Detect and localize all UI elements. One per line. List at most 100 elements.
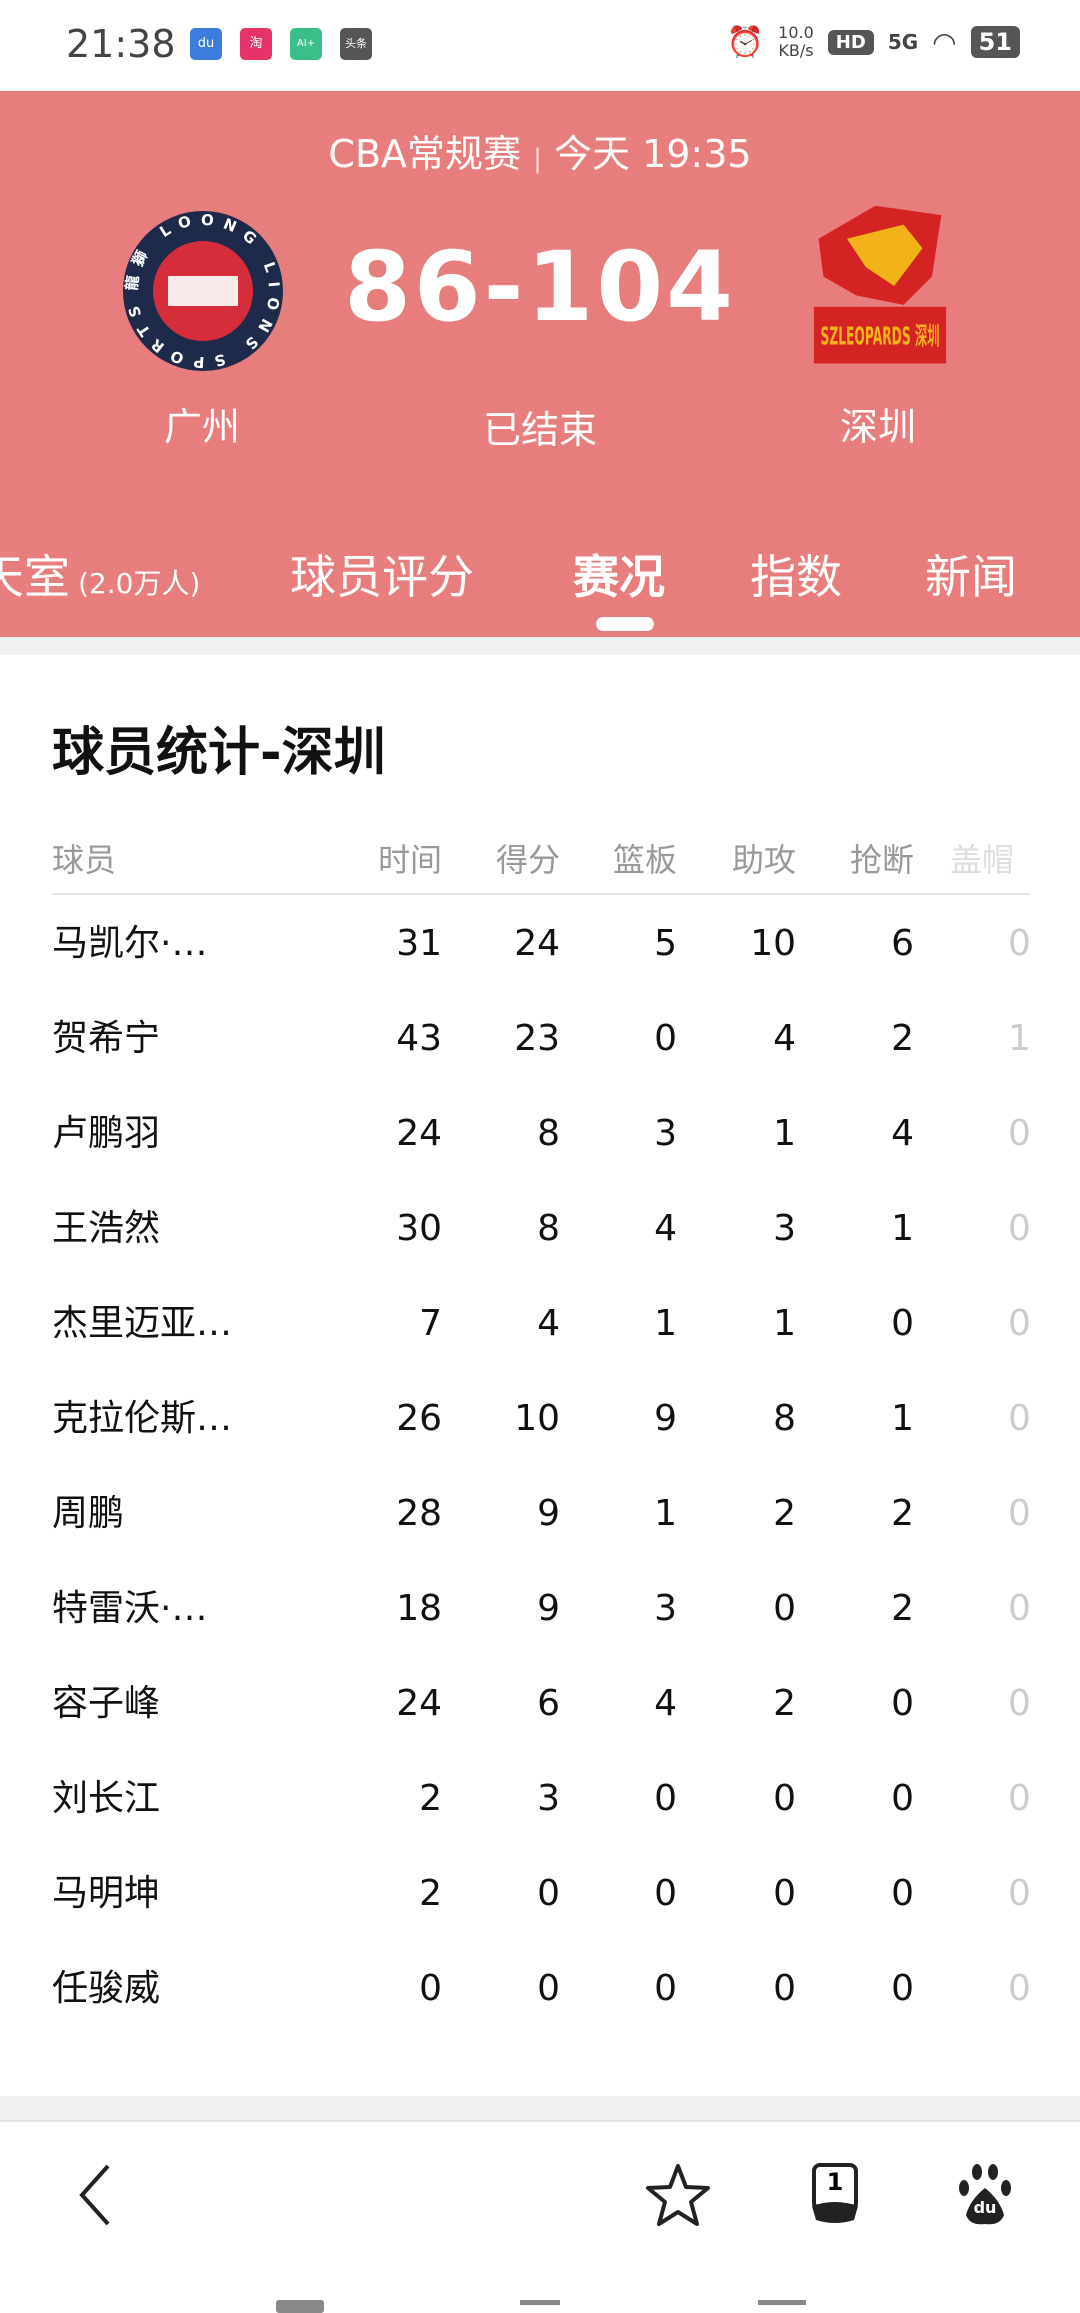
chatroom-count: (2.0万人) [78, 567, 201, 600]
stat-reb: 4 [654, 1683, 677, 1724]
stat-blk: 0 [1008, 1778, 1030, 1819]
stat-min: 31 [396, 923, 442, 964]
stat-reb: 3 [654, 1113, 677, 1154]
stat-min: 28 [396, 1493, 442, 1534]
player-name: 任骏威 [52, 1968, 161, 2009]
table-row[interactable]: 容子峰 24 6 4 2 0 0 [52, 1669, 1030, 1764]
tab-match-stats[interactable]: 赛况 [573, 550, 665, 604]
stat-stl: 0 [891, 1873, 914, 1914]
stat-min: 43 [396, 1018, 442, 1059]
away-team-name[interactable]: 深圳 [839, 405, 916, 449]
stat-reb: 0 [654, 1018, 677, 1059]
clock: 21:38 [66, 22, 176, 66]
away-logo-text: SZLEOPARDS 深圳 [821, 322, 940, 351]
stat-blk: 0 [1008, 1493, 1030, 1534]
stat-blk: 0 [1008, 1873, 1030, 1914]
stat-ast: 0 [773, 1873, 796, 1914]
recents-button[interactable] [276, 2300, 324, 2313]
stat-min: 26 [396, 1398, 442, 1439]
stat-reb: 5 [654, 923, 677, 964]
baidu-button[interactable]: du [950, 2160, 1020, 2230]
stat-stl: 4 [891, 1113, 914, 1154]
stat-stl: 2 [891, 1018, 914, 1059]
stat-stl: 2 [891, 1493, 914, 1534]
wifi-icon: ◠ [932, 25, 957, 59]
stat-reb: 4 [654, 1208, 677, 1249]
stat-stl: 2 [891, 1588, 914, 1629]
player-name: 周鹏 [52, 1493, 125, 1534]
col-header[interactable]: 时间 [377, 841, 442, 879]
stat-reb: 0 [654, 1968, 677, 2009]
table-row[interactable]: 特雷沃·… 18 9 3 0 2 0 [52, 1574, 1030, 1669]
stat-reb: 0 [654, 1873, 677, 1914]
stat-stl: 0 [891, 1303, 914, 1344]
stat-pts: 0 [537, 1873, 560, 1914]
stat-ast: 8 [773, 1398, 796, 1439]
league-name: CBA常规赛 [328, 132, 522, 176]
table-row[interactable]: 任骏威 0 0 0 0 0 0 [52, 1954, 1030, 2049]
table-row[interactable]: 刘长江 2 3 0 0 0 0 [52, 1764, 1030, 1859]
tab-odds[interactable]: 指数 [750, 550, 842, 604]
stat-reb: 3 [654, 1588, 677, 1629]
status-bar: 21:38 du 淘 AI+ 头条 ⏰ 10.0 KB/s HD 5G ◠ 51 [0, 0, 1080, 91]
stat-stl: 1 [891, 1208, 914, 1249]
tab-player-ratings[interactable]: 球员评分 [290, 550, 474, 604]
player-name: 克拉伦斯… [52, 1398, 233, 1439]
section-title: 球员统计-深圳 [52, 723, 386, 783]
back-icon[interactable] [60, 2160, 130, 2230]
home-button[interactable] [520, 2300, 560, 2313]
stat-ast: 2 [773, 1683, 796, 1724]
tab-news[interactable]: 新闻 [925, 550, 1017, 604]
table-row[interactable]: 王浩然 30 8 4 3 1 0 [52, 1194, 1030, 1289]
col-header[interactable]: 得分 [495, 841, 560, 879]
table-row[interactable]: 克拉伦斯… 26 10 9 8 1 0 [52, 1384, 1030, 1479]
tab-chatroom[interactable]: 天室 (2.0万人) [0, 541, 200, 607]
table-row[interactable]: 马明坤 2 0 0 0 0 0 [52, 1859, 1030, 1954]
stat-pts: 8 [537, 1208, 560, 1249]
net-speed: 10.0 KB/s [778, 24, 814, 60]
hd-icon: HD [827, 29, 874, 55]
battery-icon: 51 [970, 26, 1020, 58]
guangzhou-logo[interactable]: 龍獅 LOONG LIONS SPORTS [118, 206, 288, 376]
table-row[interactable]: 卢鹏羽 24 8 3 1 4 0 [52, 1099, 1030, 1194]
table-row[interactable]: 杰里迈亚… 7 4 1 1 0 0 [52, 1289, 1030, 1384]
stat-stl: 0 [891, 1778, 914, 1819]
active-tab-indicator [596, 617, 654, 631]
back-nav-button[interactable] [758, 2300, 806, 2313]
table-row[interactable]: 周鹏 28 9 1 2 2 0 [52, 1479, 1030, 1574]
stat-pts: 9 [537, 1493, 560, 1534]
col-header[interactable]: 篮板 [612, 841, 677, 879]
stat-stl: 0 [891, 1683, 914, 1724]
baidu-label: du [973, 2198, 997, 2217]
home-team-name[interactable]: 广州 [163, 405, 240, 449]
stat-blk: 1 [1008, 1018, 1030, 1059]
table-row[interactable]: 马凯尔·… 31 24 5 10 6 0 [52, 909, 1030, 1004]
col-header[interactable]: 抢断 [849, 841, 914, 879]
stat-blk: 0 [1008, 1588, 1030, 1629]
stat-pts: 10 [514, 1398, 560, 1439]
stat-pts: 4 [537, 1303, 560, 1344]
tab-bar: 天室 (2.0万人) 球员评分 赛况 指数 新闻 [0, 541, 1080, 637]
tabs-button[interactable]: 1 [800, 2160, 870, 2230]
player-name: 特雷沃·… [52, 1588, 208, 1629]
stat-min: 2 [419, 1873, 442, 1914]
player-name: 马明坤 [52, 1873, 161, 1914]
stat-pts: 3 [537, 1778, 560, 1819]
stat-min: 18 [396, 1588, 442, 1629]
browser-toolbar: 1 du [0, 2124, 1080, 2264]
stat-min: 0 [419, 1968, 442, 2009]
stat-ast: 1 [773, 1113, 796, 1154]
table-row[interactable]: 贺希宁 43 23 0 4 2 1 [52, 1004, 1030, 1099]
col-header[interactable]: 盖帽 [950, 841, 1015, 879]
col-header[interactable]: 助攻 [731, 841, 796, 879]
shenzhen-logo[interactable]: SZLEOPARDS 深圳 [795, 201, 965, 371]
stat-stl: 6 [891, 923, 914, 964]
star-icon[interactable] [643, 2160, 713, 2230]
player-name: 王浩然 [52, 1208, 161, 1249]
league-info: CBA常规赛 | 今天 19:35 [0, 123, 1080, 178]
system-nav-bar [0, 2300, 1080, 2313]
stat-blk: 0 [1008, 1208, 1030, 1249]
stat-ast: 2 [773, 1493, 796, 1534]
tab-label: 天室 [0, 550, 70, 604]
stat-min: 30 [396, 1208, 442, 1249]
